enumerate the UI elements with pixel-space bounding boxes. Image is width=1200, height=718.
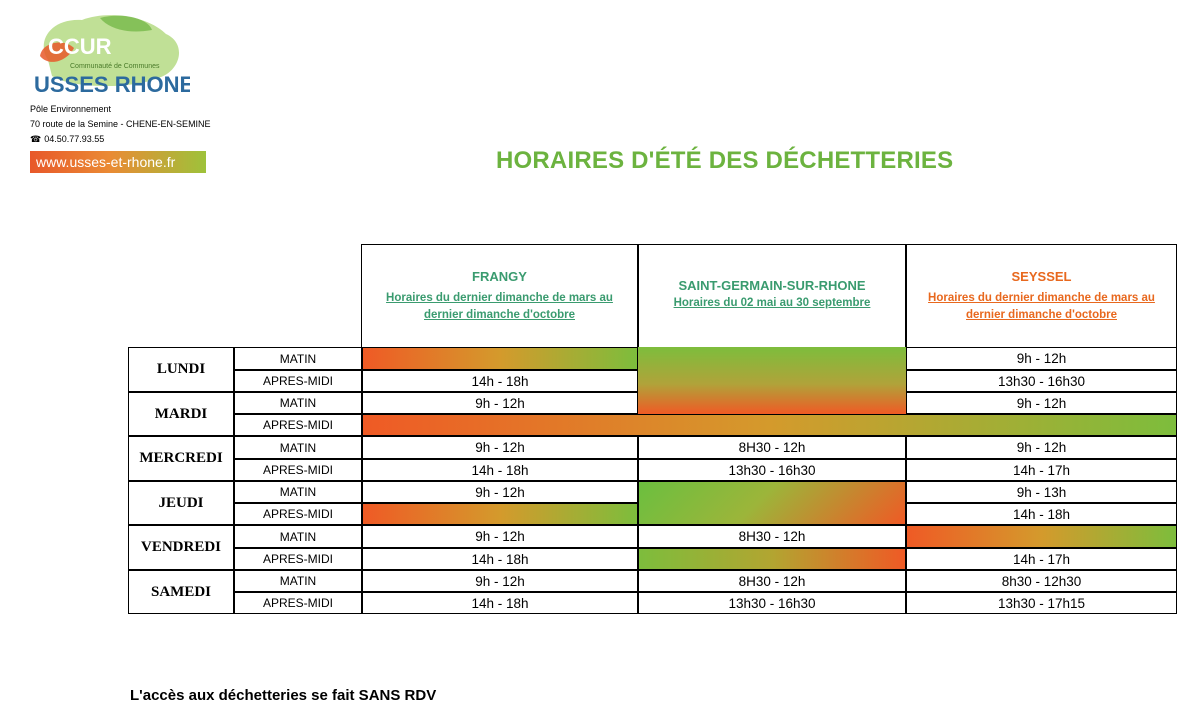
day-label: MARDI: [128, 392, 234, 436]
closed-slot: [362, 503, 638, 525]
schedule-cell: 13h30 - 16h30: [638, 592, 906, 614]
svg-text:Communauté de Communes: Communauté de Communes: [70, 63, 160, 70]
site-period: Horaires du 02 mai au 30 septembre: [673, 297, 871, 309]
access-note: L'accès aux déchetteries se fait SANS RD…: [130, 687, 437, 704]
schedule-cell: 13h30 - 16h30: [638, 459, 906, 481]
day-label: MERCREDI: [128, 436, 234, 481]
schedule-cell: 9h - 12h: [362, 481, 638, 503]
closed-slot: [638, 548, 906, 570]
day-label: LUNDI: [128, 347, 234, 392]
site-header-saint-germain: SAINT-GERMAIN-SUR-RHONE Horaires du 02 m…: [638, 244, 906, 348]
period-label: APRES-MIDI: [234, 592, 362, 614]
closed-slot: [638, 481, 906, 525]
schedule-cell: 9h - 12h: [362, 392, 638, 414]
period-label: APRES-MIDI: [234, 414, 362, 436]
site-header-seyssel: SEYSSEL Horaires du dernier dimanche de …: [906, 244, 1177, 348]
site-name: FRANGY: [472, 269, 527, 284]
svg-text:USSES RHONE: USSES RHONE: [34, 72, 190, 97]
schedule-cell: 14h - 18h: [362, 459, 638, 481]
organization-info: Pôle Environnement 70 route de la Semine…: [30, 102, 211, 147]
period-label: MATIN: [234, 481, 362, 503]
org-name: Pôle Environnement: [30, 104, 112, 114]
schedule-cell: 8H30 - 12h: [638, 436, 906, 459]
period-label: MATIN: [234, 525, 362, 548]
period-label: APRES-MIDI: [234, 503, 362, 525]
day-label: SAMEDI: [128, 570, 234, 614]
schedule-cell: 14h - 17h: [906, 459, 1177, 481]
schedule-cell: 9h - 12h: [906, 392, 1177, 414]
schedule-cell: 9h - 12h: [906, 436, 1177, 459]
schedule-cell: 9h - 12h: [906, 347, 1177, 370]
svg-text:CCUR: CCUR: [48, 34, 112, 59]
closed-slot: [362, 414, 1177, 436]
period-label: MATIN: [234, 392, 362, 414]
period-label: APRES-MIDI: [234, 548, 362, 570]
schedule-cell: 8H30 - 12h: [638, 570, 906, 592]
schedule-cell: 14h - 18h: [362, 592, 638, 614]
site-header-frangy: FRANGY Horaires du dernier dimanche de m…: [361, 244, 638, 348]
site-period: Horaires du dernier dimanche de mars au …: [386, 292, 613, 321]
org-phone: 04.50.77.93.55: [44, 134, 105, 144]
schedule-cell: 14h - 18h: [362, 548, 638, 570]
schedule-cell: 8h30 - 12h30: [906, 570, 1177, 592]
day-label: JEUDI: [128, 481, 234, 525]
period-label: APRES-MIDI: [234, 370, 362, 392]
schedule-cell: 9h - 12h: [362, 525, 638, 548]
phone-icon: ☎: [30, 134, 42, 144]
logo: CCUR Communauté de Communes USSES RHONE: [30, 12, 194, 102]
schedule-cell: 13h30 - 16h30: [906, 370, 1177, 392]
closed-slot: [906, 525, 1177, 548]
period-label: MATIN: [234, 436, 362, 459]
period-label: MATIN: [234, 570, 362, 592]
closed-slot: [362, 347, 638, 370]
period-label: APRES-MIDI: [234, 459, 362, 481]
site-period: Horaires du dernier dimanche de mars au …: [928, 292, 1155, 321]
schedule-cell: 9h - 13h: [906, 481, 1177, 503]
period-label: MATIN: [234, 347, 362, 370]
closed-slot: [638, 347, 906, 414]
schedule-cell: 9h - 12h: [362, 570, 638, 592]
day-label: VENDREDI: [128, 525, 234, 570]
page-title: HORAIRES D'ÉTÉ DES DÉCHETTERIES: [496, 147, 954, 174]
schedule-cell: 9h - 12h: [362, 436, 638, 459]
website-link[interactable]: www.usses-et-rhone.fr: [30, 151, 206, 173]
org-address: 70 route de la Semine - CHENE-EN-SEMINE: [30, 119, 211, 129]
schedule-cell: 14h - 18h: [906, 503, 1177, 525]
site-name: SAINT-GERMAIN-SUR-RHONE: [678, 278, 866, 293]
org-phone-line: ☎ 04.50.77.93.55: [30, 132, 211, 147]
schedule-cell: 8H30 - 12h: [638, 525, 906, 548]
site-name: SEYSSEL: [1011, 269, 1072, 284]
schedule-cell: 14h - 17h: [906, 548, 1177, 570]
schedule-cell: 14h - 18h: [362, 370, 638, 392]
schedule-cell: 13h30 - 17h15: [906, 592, 1177, 614]
